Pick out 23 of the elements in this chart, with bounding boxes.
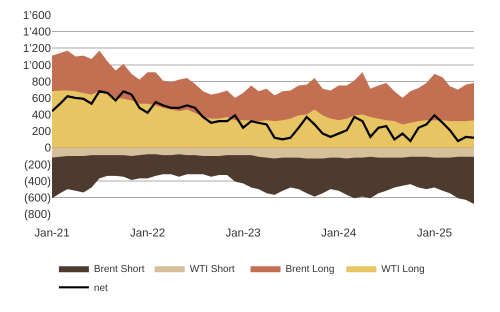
y-tick-label: 1’000	[22, 60, 51, 72]
y-tick-label: 0	[44, 142, 51, 155]
x-tick-label: Jan-23	[226, 228, 261, 240]
y-tick-label: 1’400	[22, 26, 51, 39]
y-tick-label: 200	[32, 126, 51, 138]
y-tick-label: (200)	[24, 159, 52, 172]
legend-label: net	[94, 283, 108, 294]
y-tick-label: (800)	[24, 209, 52, 222]
y-tick-label: (400)	[24, 176, 52, 188]
legend-label: Brent Long	[286, 264, 334, 276]
y-tick-label: (600)	[24, 192, 52, 204]
legend-label: WTI Short	[190, 264, 235, 276]
y-tick-label: 400	[32, 110, 51, 122]
y-tick-label: 1’600	[22, 10, 51, 22]
x-tick-label: Jan-25	[416, 228, 452, 240]
y-tick-label: 800	[32, 76, 51, 88]
y-tick-label: 600	[32, 92, 51, 105]
legend-label: Brent Short	[94, 264, 145, 276]
legend-label: WTI Long	[381, 264, 425, 276]
x-tick-label: Jan-21	[34, 228, 70, 240]
x-tick-label: Jan-24	[321, 228, 357, 240]
y-tick-label: 1’200	[22, 43, 51, 56]
x-tick-label: Jan-22	[130, 228, 166, 240]
